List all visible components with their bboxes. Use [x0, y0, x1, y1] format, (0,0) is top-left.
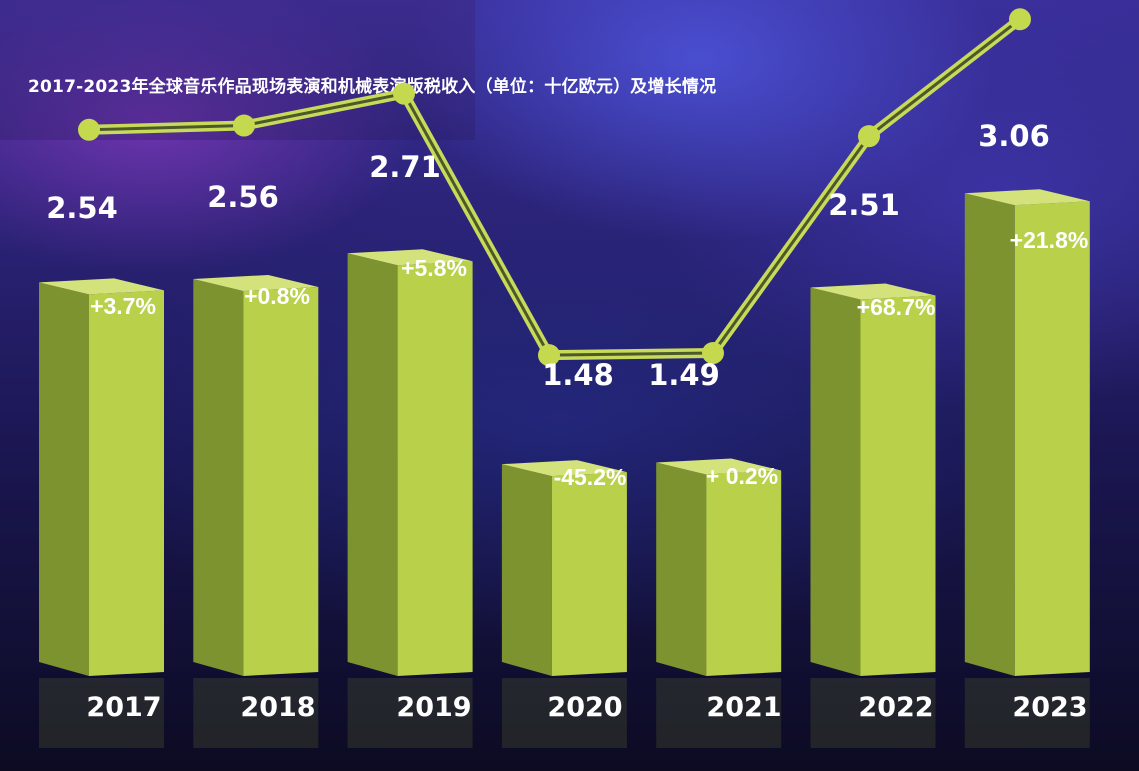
bar-2017	[39, 278, 164, 748]
bar-2023	[964, 189, 1090, 748]
year-label-2019: 2019	[396, 692, 471, 723]
bar-front-face	[860, 295, 936, 676]
bar-top-face	[656, 458, 782, 475]
value-label-2017: 2.54	[46, 191, 118, 225]
value-label-2020: 1.48	[542, 358, 614, 392]
growth-label-2019: +5.8%	[401, 255, 467, 281]
bar-side-face	[193, 278, 244, 676]
bar-top-face	[964, 189, 1090, 206]
value-label-2018: 2.56	[207, 180, 279, 214]
marker-2022	[858, 125, 880, 148]
marker-2021	[702, 342, 724, 365]
bar-side-face	[964, 193, 1015, 676]
bar-reflection	[964, 678, 1090, 748]
bar-reflection	[656, 678, 782, 748]
marker-2017	[78, 118, 100, 141]
labels-group: 2.54 2.56 2.71 1.48 1.49 2.51 3.06 +3.7% +0.8% +5…	[46, 119, 1088, 723]
year-label-2020: 2020	[547, 692, 622, 723]
title-background	[0, 0, 475, 140]
bar-top-face	[501, 460, 627, 477]
bars-group	[39, 189, 1090, 748]
marker-2023	[1009, 8, 1031, 31]
year-label-2017: 2017	[86, 692, 161, 723]
growth-label-2018: +0.8%	[244, 283, 310, 309]
bar-reflection	[193, 678, 319, 748]
bar-front-face	[243, 286, 319, 676]
year-label-2021: 2021	[706, 692, 781, 723]
bar-side-face	[810, 287, 861, 676]
growth-label-2017: +3.7%	[90, 293, 156, 319]
bar-top-face	[347, 249, 473, 266]
growth-label-2020: -45.2%	[554, 464, 627, 490]
growth-label-2023: +21.8%	[1010, 227, 1089, 253]
growth-label-2022: +68.7%	[857, 294, 936, 320]
bar-2022	[810, 283, 936, 748]
bar-front-face	[706, 470, 782, 676]
bar-2021	[656, 458, 782, 748]
bar-reflection	[501, 678, 627, 748]
trend-line-group	[78, 8, 1031, 367]
bar-top-face	[39, 278, 164, 295]
marker-2020	[538, 344, 560, 367]
year-label-2023: 2023	[1012, 692, 1087, 723]
marker-2019	[393, 82, 415, 105]
bar-front-face	[89, 290, 164, 676]
bar-2018	[193, 274, 319, 748]
bar-side-face	[39, 282, 89, 676]
value-label-2019: 2.71	[369, 150, 441, 184]
value-label-2021: 1.49	[648, 358, 720, 392]
bar-2019	[347, 249, 473, 748]
value-label-2022: 2.51	[828, 188, 900, 222]
value-label-2023: 3.06	[978, 119, 1050, 153]
year-label-2022: 2022	[858, 692, 933, 723]
growth-label-2021: + 0.2%	[706, 463, 778, 489]
bar-reflection	[347, 678, 473, 748]
chart-title: 2017-2023年全球音乐作品现场表演和机械表演版税收入（单位：十亿欧元）及增…	[28, 77, 717, 97]
marker-2018	[233, 114, 255, 137]
bar-front-face	[397, 261, 473, 676]
bar-front-face	[1014, 201, 1090, 676]
bar-reflection	[810, 678, 936, 748]
bar-side-face	[347, 253, 398, 677]
bar-2020	[501, 460, 627, 748]
bar-top-face	[810, 283, 936, 300]
year-label-2018: 2018	[240, 692, 315, 723]
bar-reflection	[39, 678, 164, 748]
bar-side-face	[501, 464, 552, 676]
bar-front-face	[551, 472, 627, 676]
bar-top-face	[193, 274, 319, 291]
bar-side-face	[656, 462, 707, 676]
